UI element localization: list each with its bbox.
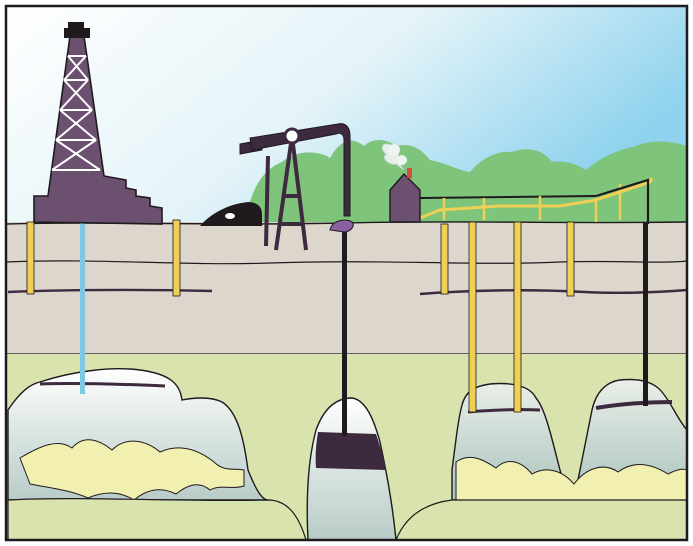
pump-jack-icon bbox=[200, 123, 354, 251]
oil-deposit-right bbox=[455, 456, 688, 501]
pipeline-top bbox=[419, 195, 597, 199]
well-pipe-right-black bbox=[643, 222, 648, 406]
post-5 bbox=[513, 221, 522, 413]
post-2 bbox=[172, 219, 181, 297]
well-pipe-center bbox=[342, 226, 347, 436]
oil-pocket-left bbox=[39, 382, 166, 388]
deep-ground-bottom bbox=[7, 498, 307, 541]
pipeline-right-frame bbox=[595, 178, 650, 224]
post-6 bbox=[566, 221, 575, 297]
soil-stratum-line bbox=[5, 260, 688, 265]
pipeline-riser bbox=[442, 184, 622, 222]
post-1 bbox=[26, 221, 35, 295]
oil-deposit-left bbox=[19, 439, 245, 501]
surface-pipeline bbox=[419, 177, 654, 220]
building-icon bbox=[389, 168, 421, 223]
oil-derrick-icon bbox=[33, 22, 163, 225]
well-pipe-blue bbox=[80, 218, 85, 394]
oil-seam-right bbox=[419, 288, 688, 296]
oil-pocket-right-b bbox=[595, 400, 673, 410]
smoke-icon bbox=[381, 143, 407, 171]
post-3 bbox=[440, 223, 449, 295]
frame-border bbox=[4, 4, 689, 542]
post-4 bbox=[468, 221, 477, 413]
oil-deposit-center bbox=[315, 432, 386, 470]
deep-ground-bottom-right bbox=[395, 499, 688, 541]
